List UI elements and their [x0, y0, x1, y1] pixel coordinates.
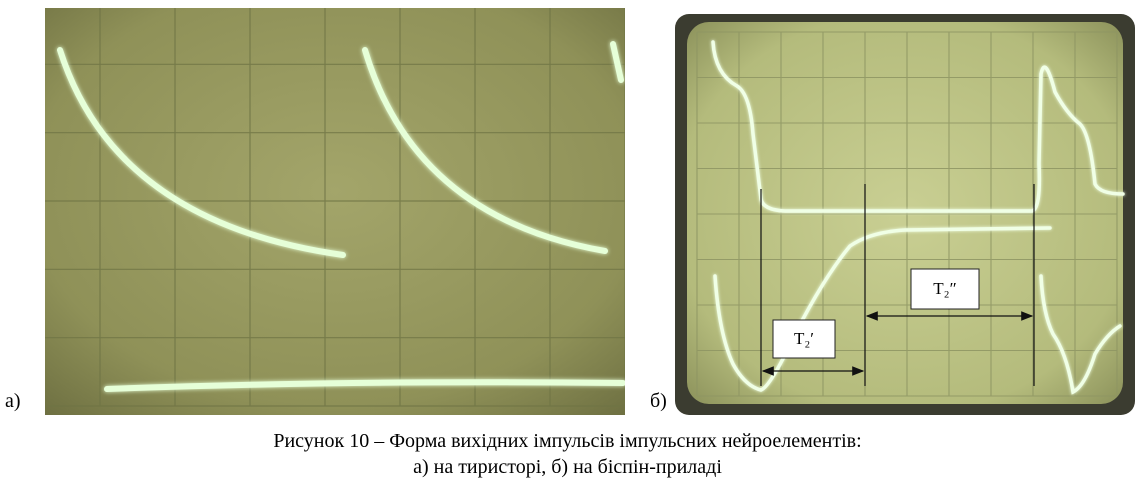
- caption: а) на тиристорі, б) на біспін-приладі: [0, 456, 1135, 479]
- oscillogram-b: T₂′ T₂″: [675, 14, 1135, 415]
- panel-label: а): [5, 390, 21, 413]
- page: T₂′ T₂″ а) б) Рисунок 10 – Форма вихідни…: [0, 0, 1135, 490]
- annotation: T₂′: [794, 329, 814, 348]
- panel-label: б): [650, 390, 667, 413]
- annotation: T₂″: [933, 279, 956, 298]
- caption: Рисунок 10 – Форма вихідних імпульсів ім…: [0, 430, 1135, 453]
- screen: [687, 22, 1123, 404]
- oscillogram-a: [45, 8, 625, 415]
- screen: [45, 8, 625, 415]
